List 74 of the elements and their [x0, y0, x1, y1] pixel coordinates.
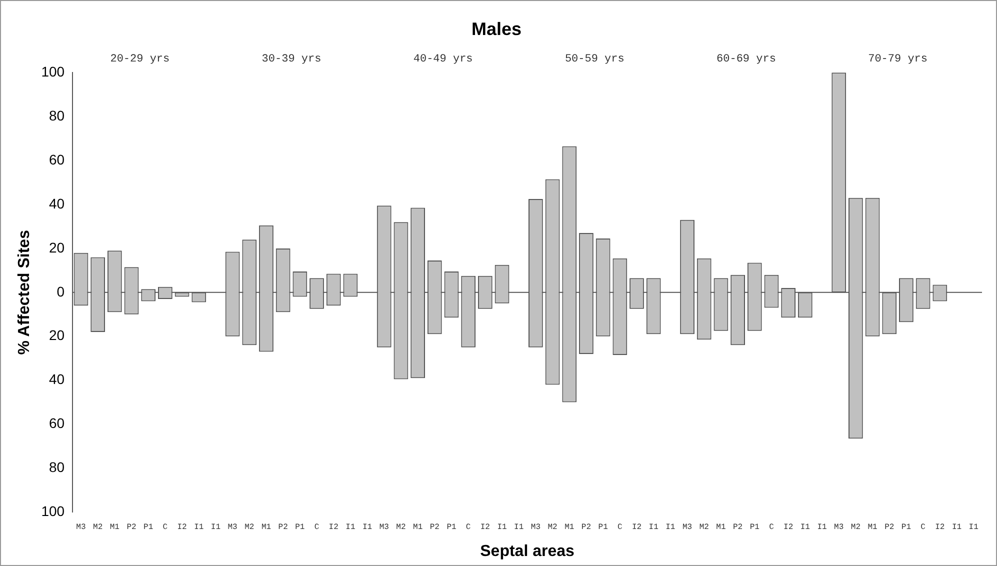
x-tick-label: M3 [228, 523, 238, 532]
x-tick-label: P1 [598, 523, 608, 532]
x-tick-label: I1 [346, 523, 356, 532]
x-tick-label: M2 [548, 523, 558, 532]
x-tick-label: P2 [278, 523, 288, 532]
x-tick-label: M1 [413, 523, 423, 532]
text: 70-79 yrs [868, 54, 928, 66]
x-tick-label: I1 [952, 523, 962, 532]
x-tick-label: I1 [800, 523, 810, 532]
x-tick-label: I2 [935, 523, 945, 532]
y-tick-label: 40 [48, 195, 65, 212]
y-tick-label: 80 [48, 459, 65, 476]
y-tick-label: 0 [56, 283, 65, 300]
y-tick-label: 20 [48, 239, 65, 256]
x-tick-label: I1 [497, 523, 508, 532]
x-tick-label: I1 [210, 523, 221, 532]
x-tick-label: I1 [514, 523, 524, 532]
x-tick-label: C [314, 523, 320, 532]
text: 60-69 yrs [716, 54, 776, 66]
x-tick-label: I1 [648, 523, 659, 532]
x-tick-label: I2 [784, 523, 794, 532]
y-tick-label: 100 [41, 503, 65, 520]
x-tick-label: M2 [699, 523, 710, 532]
x-tick-label: M2 [396, 523, 406, 532]
x-tick-label: I1 [968, 523, 979, 532]
x-tick-label: C [466, 523, 471, 532]
x-tick-label: I1 [194, 523, 204, 532]
x-tick-label: C [618, 523, 622, 532]
x-axis-title: Septal areas [480, 542, 575, 560]
x-tick-label: P1 [750, 523, 760, 532]
x-tick-label: I2 [177, 523, 188, 532]
y-tick-label: 80 [48, 107, 65, 124]
x-tick-label: C [162, 523, 168, 532]
y-tick-label: 20 [48, 327, 65, 344]
x-tick-label: M3 [834, 523, 844, 532]
text: 40-49 yrs [413, 54, 473, 66]
x-tick-label: M3 [530, 523, 541, 532]
x-tick-label: M1 [564, 523, 574, 532]
x-tick-label: M3 [76, 523, 86, 532]
x-tick-label: M3 [379, 523, 390, 532]
x-tick-label: I1 [362, 523, 372, 532]
x-tick-label: M2 [850, 523, 861, 532]
x-tick-label: C [769, 523, 774, 532]
y-tick-label: 100 [41, 63, 65, 80]
x-tick-label: I1 [666, 523, 676, 532]
x-tick-label: P2 [732, 523, 743, 532]
y-tick-label: 60 [48, 151, 65, 168]
x-tick-label: C [920, 523, 926, 532]
text: 30-39 yrs [262, 54, 322, 66]
x-tick-label: P1 [295, 523, 305, 532]
x-tick-label: M1 [110, 523, 120, 532]
chart-title: Males [471, 18, 522, 39]
x-tick-label: I2 [480, 523, 490, 532]
x-tick-label: P1 [901, 523, 912, 532]
x-tick-label: M2 [244, 523, 254, 532]
x-tick-label: P1 [144, 523, 154, 532]
x-tick-label: P2 [430, 523, 440, 532]
x-tick-label: P1 [446, 523, 456, 532]
x-tick-label: M3 [682, 523, 692, 532]
y-axis-title: % Affected Sites [16, 230, 34, 355]
y-tick-label: 60 [48, 415, 65, 432]
x-tick-label: P2 [581, 523, 592, 532]
x-tick-label: I2 [632, 523, 642, 532]
x-tick-label: M1 [868, 523, 878, 532]
x-tick-label: M1 [716, 523, 726, 532]
x-tick-label: P2 [884, 523, 894, 532]
x-tick-label: I1 [817, 523, 827, 532]
x-tick-label: M1 [261, 523, 272, 532]
x-tick-label: I2 [328, 523, 339, 532]
text: 50-59 yrs [564, 54, 624, 66]
x-tick-label: M2 [93, 523, 103, 532]
y-tick-label: 40 [48, 371, 65, 388]
text: 20-29 yrs [110, 54, 170, 66]
x-tick-label: P2 [126, 523, 136, 532]
